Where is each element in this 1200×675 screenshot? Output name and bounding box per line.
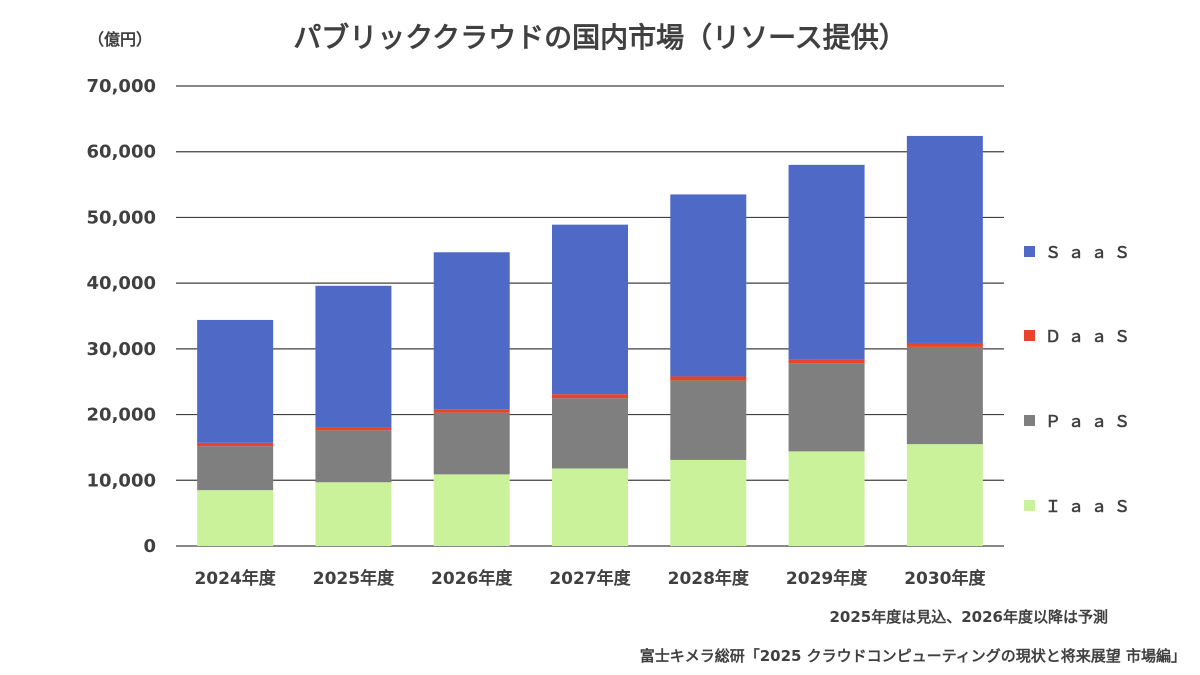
legend-swatch-daas <box>1024 329 1035 341</box>
bar-segment <box>552 224 628 395</box>
bar-segment <box>315 427 392 431</box>
y-tick-label: 0 <box>143 536 156 557</box>
bar-segment <box>552 394 628 399</box>
legend-label-iaas: ＩａａＳ <box>1045 497 1138 516</box>
legend-swatch-paas <box>1024 414 1035 426</box>
chart-title: パブリッククラウドの国内市場（リソース提供） <box>293 21 907 54</box>
bar-segment <box>670 376 747 381</box>
x-tick-label: 2024年度 <box>194 568 276 589</box>
x-tick-label: 2027年度 <box>549 568 631 589</box>
bar-segment <box>906 444 983 546</box>
y-tick-label: 10,000 <box>87 470 156 491</box>
x-tick-label: 2026年度 <box>431 568 513 589</box>
legend-item-paas: ＰａａＳ <box>1024 408 1137 432</box>
y-tick-label: 50,000 <box>87 207 156 228</box>
y-tick-label: 30,000 <box>87 339 156 360</box>
legend-label-daas: ＤａａＳ <box>1045 327 1138 346</box>
bar-segment <box>197 446 274 491</box>
legend-swatch-saas <box>1024 245 1035 257</box>
y-tick-label: 20,000 <box>87 405 156 426</box>
y-tick-label: 40,000 <box>87 273 156 294</box>
bar-segment <box>315 430 392 483</box>
legend-item-daas: ＤａａＳ <box>1024 323 1137 347</box>
bar-segment <box>906 342 983 347</box>
x-tick-label: 2030年度 <box>904 568 986 589</box>
bar-segment <box>788 363 865 452</box>
source-note: 富士キメラ総研「2025 クラウドコンピューティングの現状と将来展望 市場編」 <box>639 647 1186 665</box>
y-tick-label: 70,000 <box>87 76 156 97</box>
bar-segment <box>197 490 274 546</box>
bar-segment <box>788 359 865 364</box>
y-tick-label: 60,000 <box>87 142 156 163</box>
x-tick-label: 2025年度 <box>313 568 395 589</box>
bar-segment <box>788 451 865 546</box>
bar-segment <box>670 380 747 460</box>
legend-label-saas: ＳａａＳ <box>1045 243 1138 262</box>
bar-segment <box>433 409 510 413</box>
bar-segment <box>433 252 510 410</box>
legend-swatch-iaas <box>1024 499 1035 511</box>
bar-segment <box>906 135 983 343</box>
x-tick-label: 2028年度 <box>668 568 750 589</box>
bar-segment <box>433 412 510 475</box>
bar-segment <box>315 285 392 428</box>
bar-segment <box>433 474 510 546</box>
bar-segment <box>670 459 747 546</box>
bar-segment <box>906 346 983 445</box>
forecast-note: 2025年度は見込、2026年度以降は予測 <box>829 608 1109 626</box>
bar-segment <box>788 164 865 360</box>
bar-segment <box>670 194 747 377</box>
legend-item-saas: ＳａａＳ <box>1024 239 1137 263</box>
legend-label-paas: ＰａａＳ <box>1045 412 1138 431</box>
y-axis-unit-label: （億円） <box>88 30 153 49</box>
bar-segment <box>315 482 392 546</box>
bar-segment <box>552 398 628 469</box>
bar-segment <box>197 442 274 447</box>
bar-segment <box>197 319 274 443</box>
bar-segment <box>552 468 628 546</box>
legend-item-iaas: ＩａａＳ <box>1024 493 1137 517</box>
x-tick-label: 2029年度 <box>786 568 868 589</box>
